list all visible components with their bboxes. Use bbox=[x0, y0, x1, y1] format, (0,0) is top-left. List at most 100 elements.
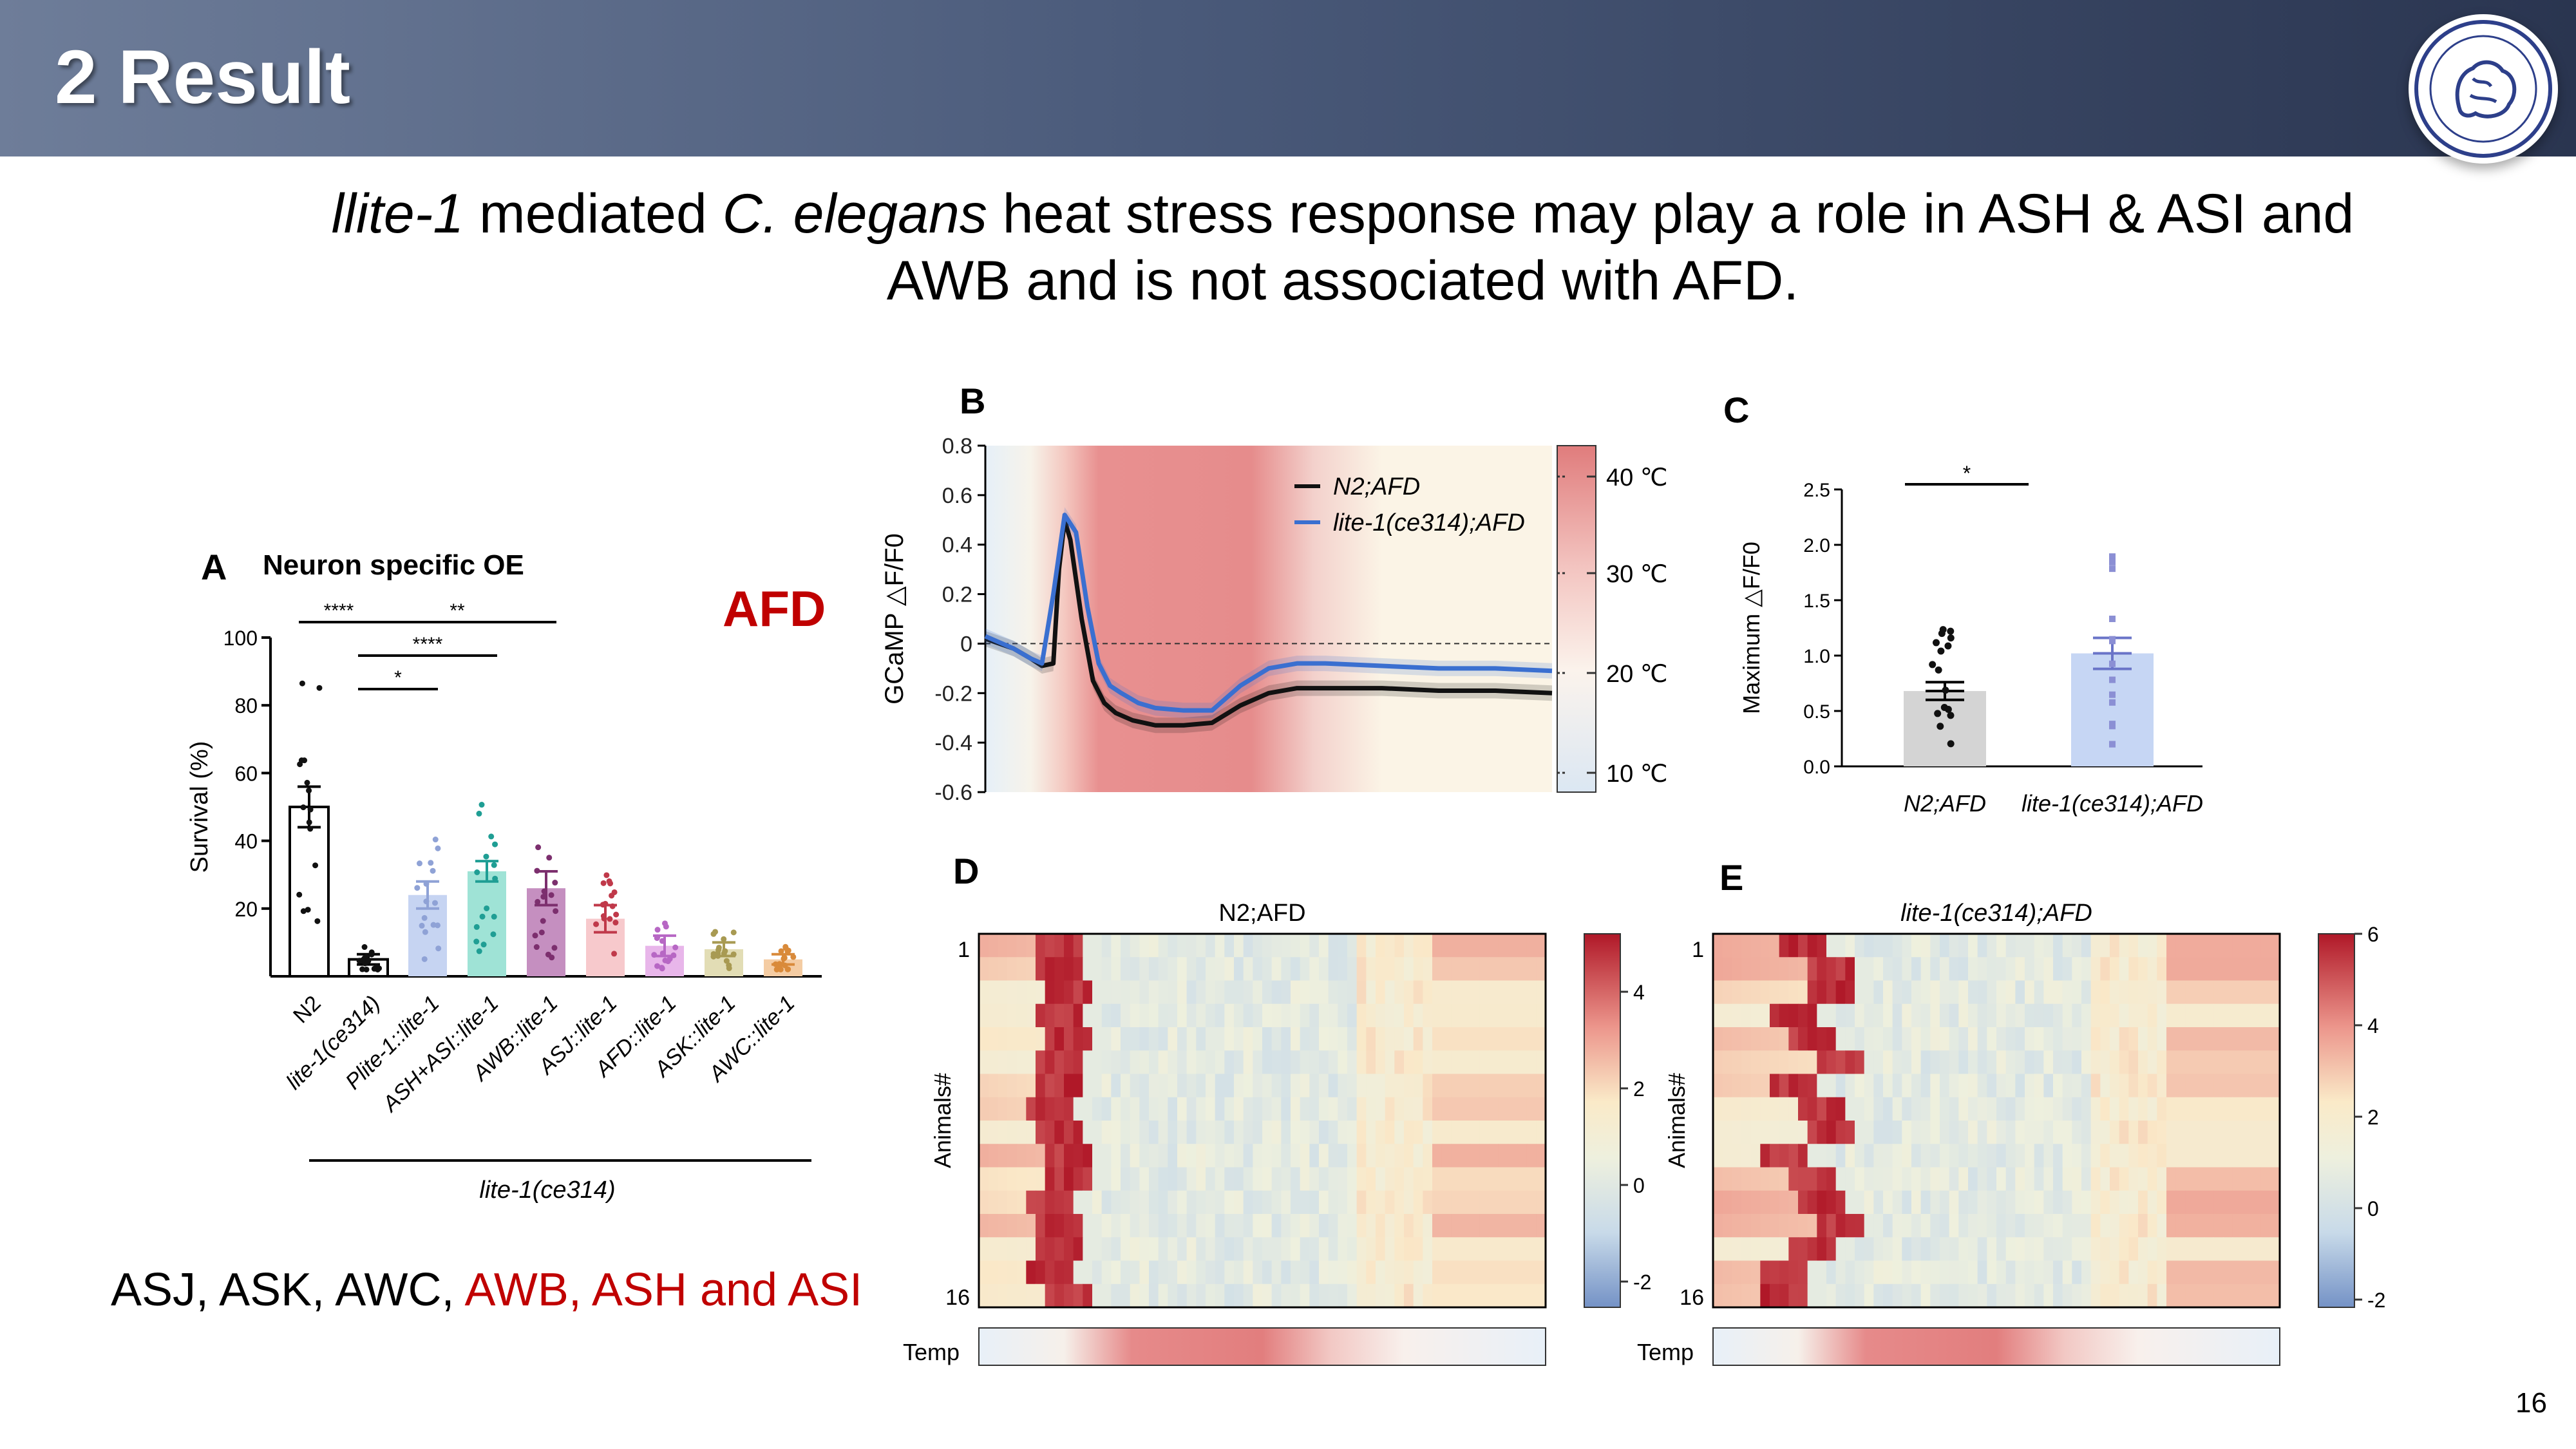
chart-e-cell bbox=[1864, 1237, 1874, 1262]
chart-c-y-label: Maximum △F/F0 bbox=[1738, 542, 1765, 714]
chart-d-cell bbox=[979, 1190, 989, 1215]
chart-d-cell bbox=[1413, 1003, 1423, 1028]
chart-d-cell bbox=[1347, 1027, 1358, 1051]
chart-e-cell bbox=[2223, 1050, 2233, 1075]
chart-e-cell bbox=[2166, 1003, 2177, 1028]
chart-e-cell bbox=[1902, 1260, 1912, 1285]
chart-d-cell bbox=[998, 1074, 1008, 1098]
chart-c-bar bbox=[2071, 653, 2154, 766]
chart-a-point bbox=[484, 905, 490, 911]
chart-a-point bbox=[483, 853, 489, 860]
chart-d-cell bbox=[1139, 1097, 1150, 1121]
chart-d-cell bbox=[1526, 1144, 1537, 1168]
chart-e-cell bbox=[2110, 1050, 2120, 1075]
chart-d-cell bbox=[1243, 934, 1253, 958]
chart-e-cell bbox=[1987, 980, 1997, 1005]
chart-d-cell bbox=[1007, 1260, 1018, 1285]
chart-d-cell bbox=[1092, 980, 1103, 1005]
chart-d-cell bbox=[1517, 1214, 1528, 1238]
chart-e-colorbar-tick-label: 0 bbox=[2367, 1197, 2379, 1220]
chart-e-cell bbox=[2242, 1237, 2252, 1262]
chart-e-cell bbox=[1902, 1214, 1912, 1238]
chart-e-cell bbox=[1864, 1097, 1874, 1121]
chart-d-cell bbox=[1319, 957, 1329, 981]
chart-a-point bbox=[414, 885, 421, 891]
chart-d-cell bbox=[1054, 1050, 1065, 1075]
chart-a-point bbox=[654, 963, 661, 969]
chart-a-point bbox=[538, 929, 545, 936]
chart-a-point bbox=[363, 953, 370, 960]
chart-e-cell bbox=[2157, 1283, 2167, 1308]
chart-d-cell bbox=[1177, 957, 1188, 981]
chart-d-cell bbox=[1262, 1167, 1273, 1191]
chart-e-cell bbox=[2147, 1260, 2157, 1285]
chart-d-cell bbox=[1526, 980, 1537, 1005]
chart-d-cell bbox=[1441, 1121, 1452, 1144]
chart-d-cell bbox=[1517, 1027, 1528, 1051]
chart-e-cell bbox=[1798, 980, 1808, 1005]
chart-e-cell bbox=[2034, 1050, 2044, 1075]
chart-e-cell bbox=[1892, 1050, 1902, 1075]
chart-d-cell bbox=[1356, 1167, 1367, 1191]
chart-e-cell bbox=[1835, 1190, 1846, 1215]
chart-d-cell bbox=[1526, 1260, 1537, 1285]
chart-d-cell bbox=[1224, 1283, 1235, 1308]
chart-e-cell bbox=[2175, 1167, 2186, 1191]
chart-d-cell bbox=[1186, 1074, 1197, 1098]
chart-e-cell bbox=[1807, 1121, 1817, 1144]
chart-a-point bbox=[304, 779, 310, 786]
chart-e-cell bbox=[1807, 934, 1817, 958]
chart-e-cell bbox=[1930, 1050, 1940, 1075]
chart-d-cell bbox=[1347, 1003, 1358, 1028]
chart-d-cell bbox=[1347, 1121, 1358, 1144]
chart-e-cell bbox=[2195, 1260, 2205, 1285]
chart-d-cell bbox=[1158, 1283, 1168, 1308]
chart-e-cell bbox=[2005, 1050, 2016, 1075]
chart-e-cell bbox=[2185, 1074, 2195, 1098]
chart-d-cell bbox=[998, 1121, 1008, 1144]
chart-e-cell bbox=[1835, 1167, 1846, 1191]
chart-e-cell bbox=[1722, 1167, 1732, 1191]
chart-e-cell bbox=[1977, 1144, 1987, 1168]
chart-e-cell bbox=[2242, 934, 2252, 958]
chart-e-cell bbox=[1883, 1283, 1893, 1308]
chart-e-cell bbox=[1779, 980, 1789, 1005]
chart-e-cell bbox=[2043, 1190, 2054, 1215]
chart-e-cell bbox=[1807, 1190, 1817, 1215]
chart-e-cell bbox=[2072, 1260, 2082, 1285]
chart-e-cell bbox=[1750, 1003, 1761, 1028]
chart-d-cell bbox=[1366, 1283, 1376, 1308]
chart-d-cell bbox=[1007, 1283, 1018, 1308]
chart-e-cell bbox=[2213, 1237, 2224, 1262]
chart-d-cell bbox=[1271, 1283, 1282, 1308]
chart-e-cell bbox=[1722, 1144, 1732, 1168]
chart-d-y-label: Animals# bbox=[929, 1073, 956, 1168]
chart-d-cell bbox=[1470, 1003, 1480, 1028]
chart-a-point bbox=[421, 914, 428, 921]
chart-d-cell bbox=[1234, 1074, 1244, 1098]
chart-d-cell bbox=[1309, 1214, 1320, 1238]
chart-d-cell bbox=[1121, 1074, 1131, 1098]
chart-e-cell bbox=[2025, 1144, 2035, 1168]
chart-d-cell bbox=[1064, 1097, 1074, 1121]
chart-d-cell bbox=[1206, 980, 1216, 1005]
chart-d-cell bbox=[1291, 1121, 1301, 1144]
chart-e-cell bbox=[1835, 1260, 1846, 1285]
chart-d-cell bbox=[1356, 1074, 1367, 1098]
chart-a-point bbox=[430, 867, 436, 874]
chart-e-cell bbox=[1807, 1167, 1817, 1191]
chart-e-cell bbox=[1779, 1260, 1789, 1285]
chart-e-cell bbox=[1930, 1214, 1940, 1238]
chart-a-point bbox=[532, 933, 538, 939]
chart-e-cell bbox=[1902, 1237, 1912, 1262]
chart-d-cell bbox=[1064, 1260, 1074, 1285]
chart-e-cell bbox=[1940, 1074, 1950, 1098]
chart-e-cell bbox=[2251, 1050, 2262, 1075]
chart-d-cell bbox=[979, 1237, 989, 1262]
chart-e-cell bbox=[2260, 1074, 2271, 1098]
chart-c-point bbox=[1939, 626, 1947, 634]
chart-d-cell bbox=[1319, 1260, 1329, 1285]
chart-e-cell bbox=[1779, 1003, 1789, 1028]
chart-d-cell bbox=[1319, 1190, 1329, 1215]
chart-e-cell bbox=[1855, 1050, 1865, 1075]
